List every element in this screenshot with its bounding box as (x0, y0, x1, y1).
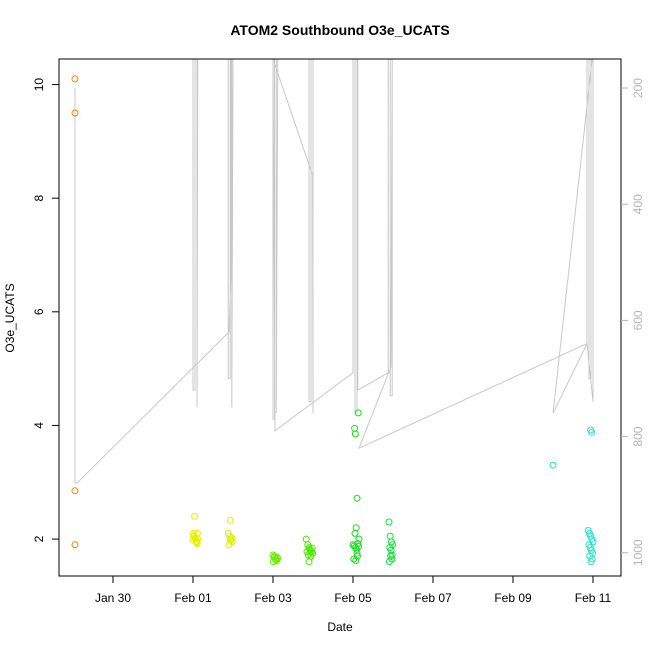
data-point (385, 558, 393, 566)
data-point (386, 532, 394, 540)
y2-tick-label: 200 (631, 78, 645, 98)
x-axis: Jan 30 Feb 01 Feb 03 Feb 05 Feb 07 Feb 09 Feb … (95, 575, 612, 605)
x-tick-label: Feb 01 (174, 591, 212, 605)
data-point (351, 529, 359, 537)
pressure-trace-layer (74, 58, 594, 484)
data-point (549, 461, 557, 469)
y-tick-label: 6 (32, 308, 46, 315)
x-tick-label: Feb 07 (414, 591, 452, 605)
data-point (305, 558, 313, 566)
data-point (353, 494, 361, 502)
data-point (189, 536, 197, 544)
data-point (192, 537, 200, 545)
y2-tick-label: 800 (631, 426, 645, 446)
y-axis: 2 4 6 8 10 (32, 78, 59, 542)
x-tick-label: Feb 11 (575, 591, 612, 605)
data-point (71, 75, 79, 83)
data-point (302, 535, 310, 543)
plot-frame (58, 58, 622, 577)
pressure-trace-line (74, 58, 594, 484)
data-point (351, 424, 359, 432)
data-point (303, 548, 311, 556)
chart-title: ATOM2 Southbound O3e_UCATS (230, 22, 449, 38)
data-point (71, 541, 79, 549)
data-point (225, 541, 233, 549)
y2-tick-label: 400 (631, 194, 645, 214)
y2-tick-label: 600 (631, 310, 645, 330)
data-point (191, 512, 199, 520)
x-axis-label: Date (327, 620, 353, 634)
x-tick-label: Feb 03 (254, 591, 292, 605)
y-tick-label: 4 (32, 422, 46, 429)
data-point (352, 524, 360, 532)
x-tick-label: Feb 09 (494, 591, 532, 605)
data-point (190, 532, 198, 540)
data-point (71, 487, 79, 495)
data-point (353, 549, 361, 557)
y-axis-label: O3e_UCATS (3, 283, 17, 352)
data-point (588, 555, 596, 563)
data-point (269, 558, 277, 566)
data-point (228, 534, 236, 542)
x-tick-label: Jan 30 (95, 591, 131, 605)
data-point (226, 516, 234, 524)
data-point (588, 428, 596, 436)
data-point (308, 544, 316, 552)
x-tick-label: Feb 05 (334, 591, 372, 605)
data-point (273, 553, 281, 561)
y2-tick-label: 1000 (631, 539, 645, 566)
data-point (355, 543, 363, 550)
data-point (354, 409, 362, 417)
y2-axis: 200 400 600 800 1000 (621, 78, 645, 566)
data-point (352, 557, 360, 565)
points-layer (71, 75, 597, 566)
y-tick-label: 2 (32, 535, 46, 542)
data-point (355, 535, 363, 543)
data-point (350, 555, 358, 563)
data-point (193, 529, 201, 537)
y-tick-label: 10 (32, 78, 46, 92)
data-point (71, 109, 79, 117)
data-point (354, 540, 362, 548)
data-point (351, 430, 359, 438)
y-tick-label: 8 (32, 195, 46, 202)
data-point (388, 551, 396, 559)
data-point (385, 518, 393, 526)
